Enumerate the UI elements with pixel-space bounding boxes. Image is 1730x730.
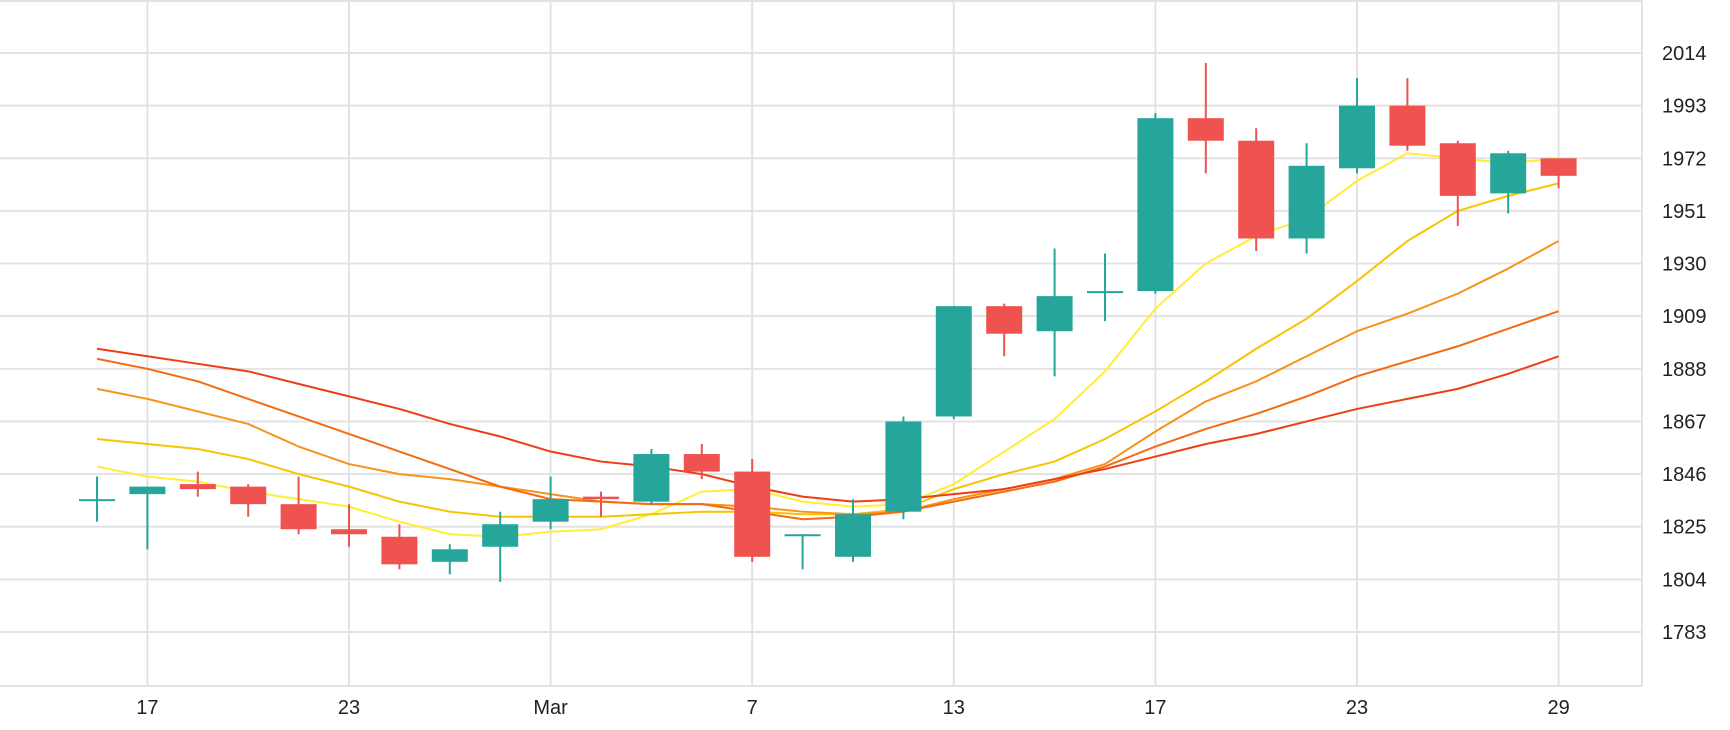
candle-body	[1036, 296, 1073, 332]
candle-up	[1137, 113, 1174, 294]
grid	[0, 0, 1643, 687]
y-tick-label: 1993	[1662, 96, 1707, 118]
candle-body	[784, 534, 821, 537]
candle-body	[1137, 118, 1174, 292]
candle-up	[1490, 150, 1527, 214]
candle-body	[734, 471, 771, 557]
candle-up	[1036, 248, 1073, 377]
candle-down	[683, 444, 720, 480]
candle-body	[179, 484, 216, 490]
candle-down	[1389, 78, 1426, 151]
candle-up	[431, 544, 468, 575]
x-tick-label: 7	[747, 697, 758, 719]
y-tick-label: 1804	[1662, 569, 1707, 591]
y-tick-label: 1972	[1662, 148, 1707, 170]
candle-body	[835, 514, 871, 557]
y-tick-label: 2014	[1662, 43, 1707, 65]
candle-body	[381, 536, 418, 565]
y-tick-label: 1783	[1662, 622, 1707, 644]
candle-body	[1540, 158, 1577, 176]
candle-down	[230, 484, 267, 517]
candle-body	[986, 306, 1023, 334]
candle-up	[784, 534, 821, 570]
y-tick-label: 1909	[1662, 306, 1707, 328]
candle-up	[835, 499, 871, 562]
y-tick-label: 1867	[1662, 411, 1707, 433]
candle-down	[1540, 158, 1577, 189]
candle-down	[1439, 140, 1476, 226]
moving-average-line	[96, 310, 1559, 521]
candle-body	[1339, 105, 1375, 169]
candle-body	[683, 454, 720, 472]
candle-body	[935, 306, 972, 417]
candle-body	[1087, 291, 1123, 294]
x-tick-label: 17	[136, 697, 158, 719]
candle-up	[482, 511, 519, 582]
candle-body	[885, 421, 922, 512]
candle-up	[1087, 253, 1123, 322]
candle-body	[1490, 153, 1527, 194]
candle-down	[734, 459, 771, 562]
x-tick-label: 13	[943, 697, 965, 719]
candle-body	[583, 496, 619, 500]
candle-body	[1238, 140, 1275, 239]
candle-body	[129, 486, 166, 495]
candle-body	[532, 499, 569, 522]
candle-body	[1439, 143, 1476, 196]
candle-body	[230, 486, 267, 505]
candle-up	[935, 306, 972, 419]
x-tick-label: 17	[1144, 697, 1166, 719]
candle-up	[79, 476, 115, 522]
candle-down	[986, 303, 1023, 357]
moving-average-layer	[96, 152, 1560, 538]
candle-up	[1288, 143, 1325, 254]
x-tick-label: 29	[1547, 697, 1569, 719]
moving-average-line	[96, 240, 1560, 516]
candle-body	[331, 529, 367, 535]
candle-layer	[79, 63, 1577, 582]
y-tick-label: 1825	[1662, 517, 1707, 539]
candle-down	[1187, 63, 1224, 174]
y-tick-label: 1888	[1662, 359, 1707, 381]
candle-body	[431, 549, 468, 562]
moving-average-line	[96, 182, 1559, 518]
candle-up	[1339, 78, 1375, 174]
candle-down	[583, 491, 619, 517]
x-axis: 17 23 Mar 7 13 17 23 29	[136, 697, 1569, 719]
candle-body	[79, 499, 115, 502]
y-tick-label: 1930	[1662, 254, 1707, 276]
y-axis: 2014 1993 1972 1951 1930 1909 1888 1867 1846 1825…	[1662, 43, 1707, 644]
x-tick-label: 23	[1346, 697, 1368, 719]
candle-up	[633, 449, 670, 505]
y-tick-label: 1846	[1662, 464, 1707, 486]
candle-up	[129, 486, 166, 550]
y-tick-label: 1951	[1662, 201, 1707, 223]
candle-up	[532, 476, 569, 530]
candle-down	[381, 524, 418, 570]
candle-down	[331, 504, 367, 547]
candle-body	[1288, 165, 1325, 239]
candle-body	[1187, 118, 1224, 141]
candle-body	[280, 504, 317, 530]
candle-down	[280, 476, 317, 535]
candle-body	[482, 524, 519, 547]
moving-average-line	[96, 347, 1559, 503]
candle-down	[1238, 128, 1275, 252]
candle-body	[633, 454, 670, 502]
candle-body	[1389, 105, 1426, 146]
x-tick-label: 23	[338, 697, 360, 719]
candle-up	[885, 416, 922, 520]
candle-down	[179, 471, 216, 497]
x-tick-label: Mar	[533, 697, 568, 719]
